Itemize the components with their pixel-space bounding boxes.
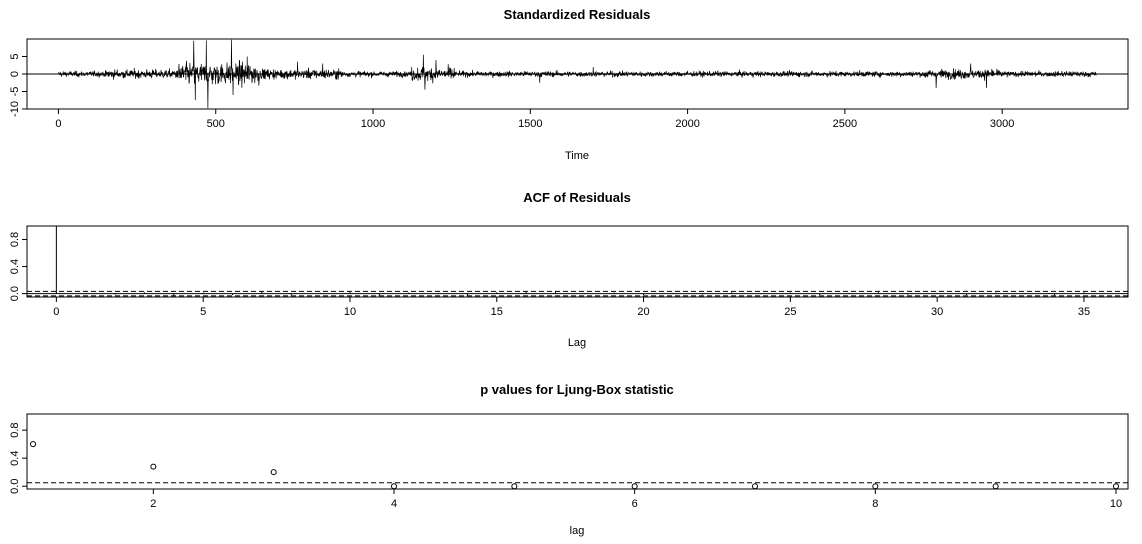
residuals-y-tick-label: 0 bbox=[9, 71, 21, 77]
ljung-box-point bbox=[872, 483, 879, 490]
ljung-box-x-tick-label: 10 bbox=[1110, 498, 1122, 510]
residuals-y-tick-label: -5 bbox=[9, 87, 21, 97]
ljung-box-point bbox=[631, 483, 638, 490]
acf-title: ACF of Residuals bbox=[523, 190, 631, 205]
acf-x-tick-label: 15 bbox=[491, 306, 503, 318]
ljung-box-point bbox=[992, 483, 999, 490]
acf-x-tick-label: 0 bbox=[53, 306, 59, 318]
ljung-box-point bbox=[391, 483, 397, 490]
panel-ljung-box: p values for Ljung-Box statistic 2 4 6 8 10 … bbox=[9, 382, 1129, 537]
acf-x-tick-label: 20 bbox=[637, 306, 649, 318]
residuals-x-tick-label: 2500 bbox=[833, 118, 857, 130]
ljung-box-y-axis: 0.0 0.4 0.8 bbox=[9, 422, 27, 494]
residuals-x-tick-label: 3000 bbox=[990, 118, 1014, 130]
residuals-x-tick-label: 500 bbox=[207, 118, 225, 130]
residuals-y-tick-label: -10 bbox=[9, 101, 21, 117]
acf-x-label: Lag bbox=[568, 337, 586, 349]
acf-frame bbox=[26, 225, 1129, 298]
panel-acf: ACF of Residuals 0 5 10 15 20 25 30 35 0.00.40.… bbox=[9, 190, 1129, 349]
ljung-box-x-label: lag bbox=[570, 525, 585, 537]
ljung-box-x-tick-label: 8 bbox=[872, 498, 878, 510]
ljung-box-x-tick-label: 6 bbox=[632, 498, 638, 510]
acf-x-tick-label: 10 bbox=[344, 306, 356, 318]
acf-y-tick-label: 0.0 bbox=[9, 286, 21, 301]
ljung-box-point bbox=[1112, 483, 1119, 490]
acf-x-axis: 0 5 10 15 20 25 30 35 bbox=[53, 297, 1090, 318]
residuals-x-tick-label: 1500 bbox=[518, 118, 542, 130]
ljung-box-x-axis: 2 4 6 8 10 bbox=[150, 489, 1122, 510]
ljung-box-y-tick-label: 0.8 bbox=[9, 422, 21, 437]
ljung-box-point bbox=[751, 483, 758, 490]
acf-y-axis: 0.0 0.4 0.8 bbox=[9, 232, 27, 301]
ljung-box-x-tick-label: 2 bbox=[150, 498, 156, 510]
acf-x-tick-label: 35 bbox=[1078, 306, 1090, 318]
ljung-box-points bbox=[27, 441, 1128, 490]
acf-y-tick-label: 0.8 bbox=[9, 232, 21, 247]
acf-y-tick-label: 0.4 bbox=[9, 259, 21, 274]
ljung-box-frame bbox=[26, 413, 1129, 490]
ljung-box-point bbox=[511, 483, 518, 490]
residuals-series bbox=[27, 39, 1128, 109]
ljung-box-point bbox=[270, 469, 277, 476]
residuals-x-tick-label: 0 bbox=[55, 118, 61, 130]
acf-x-tick-label: 30 bbox=[931, 306, 943, 318]
ljung-box-x-tick-label: 4 bbox=[391, 498, 397, 510]
residuals-x-tick-label: 2000 bbox=[675, 118, 699, 130]
residuals-title: Standardized Residuals bbox=[504, 7, 651, 22]
ljung-box-point bbox=[30, 441, 37, 448]
acf-bars bbox=[27, 226, 1128, 297]
ljung-box-y-tick-label: 0.4 bbox=[9, 451, 21, 466]
residuals-x-label: Time bbox=[565, 150, 589, 162]
acf-x-tick-label: 25 bbox=[784, 306, 796, 318]
ljung-box-title: p values for Ljung-Box statistic bbox=[480, 382, 674, 397]
panel-residuals: Standardized Residuals 0 500 1000 1500 2000 2… bbox=[9, 7, 1129, 162]
residuals-x-tick-label: 1000 bbox=[361, 118, 385, 130]
residuals-y-tick-label: 5 bbox=[9, 53, 21, 59]
acf-x-tick-label: 5 bbox=[200, 306, 206, 318]
residuals-y-axis: -10 -5 0 5 bbox=[9, 53, 27, 117]
ljung-box-point bbox=[150, 463, 157, 470]
residuals-x-axis: 0 500 1000 1500 2000 2500 3000 bbox=[55, 109, 1014, 130]
ljung-box-y-tick-label: 0.0 bbox=[9, 479, 21, 494]
